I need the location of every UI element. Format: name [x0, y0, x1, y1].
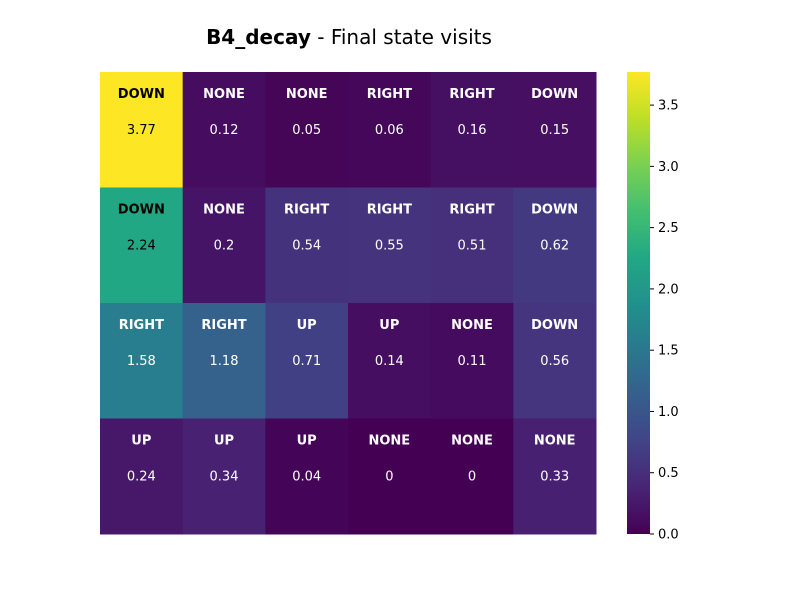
cell-value-label: 0.05 — [292, 123, 321, 138]
cell-action-label: RIGHT — [367, 87, 412, 102]
cell-action-label: DOWN — [531, 203, 578, 218]
cell-value-label: 0.04 — [292, 470, 321, 485]
cell-value-label: 0.14 — [375, 354, 404, 369]
cell-value-label: 0.11 — [458, 354, 487, 369]
cell-value-label: 3.77 — [127, 123, 156, 138]
cell-value-label: 0 — [468, 470, 476, 485]
colorbar-tick-label: 1.5 — [658, 344, 679, 359]
cell-action-label: UP — [297, 434, 317, 449]
cell-value-label: 0 — [385, 470, 393, 485]
cell-action-label: RIGHT — [119, 318, 164, 333]
cell-action-label: RIGHT — [367, 203, 412, 218]
heatmap-cell-r2-c0 — [100, 303, 184, 419]
heatmap-cell-r3-c3 — [348, 418, 432, 535]
heatmap-cell-r1-c3 — [348, 187, 432, 304]
cell-action-label: RIGHT — [284, 203, 329, 218]
heatmap-cell-r3-c4 — [430, 418, 514, 535]
heatmap-cell-r0-c1 — [182, 72, 266, 188]
colorbar-tick-label: 3.5 — [658, 99, 679, 114]
cell-action-label: RIGHT — [449, 203, 494, 218]
chart-title-rest: - Final state visits — [311, 25, 492, 49]
heatmap-cell-r2-c2 — [265, 303, 349, 419]
cell-value-label: 0.55 — [375, 239, 404, 254]
cell-value-label: 0.16 — [458, 123, 487, 138]
heatmap-cell-r3-c1 — [182, 418, 266, 535]
colorbar-tick-label: 3.0 — [658, 160, 679, 175]
heatmap-cell-r0-c2 — [265, 72, 349, 188]
heatmap-cell-r0-c3 — [348, 72, 432, 188]
cell-action-label: NONE — [534, 434, 576, 449]
cell-value-label: 0.15 — [540, 123, 569, 138]
cell-value-label: 0.54 — [292, 239, 321, 254]
chart-title: B4_decay - Final state visits — [206, 25, 492, 49]
heatmap-cells: DOWN 3.77 NONE 0.12 NONE 0.05 RIGHT 0.06 RIGHT 0.… — [100, 72, 597, 535]
cell-action-label: RIGHT — [201, 318, 246, 333]
heatmap-cell-r2-c4 — [430, 303, 514, 419]
cell-action-label: UP — [214, 434, 234, 449]
cell-action-label: UP — [131, 434, 151, 449]
heatmap-cell-r3-c0 — [100, 418, 184, 535]
cell-value-label: 0.12 — [210, 123, 239, 138]
cell-value-label: 2.24 — [127, 239, 156, 254]
cell-action-label: NONE — [286, 87, 328, 102]
cell-value-label: 0.71 — [292, 354, 321, 369]
heatmap-cell-r3-c2 — [265, 418, 349, 535]
heatmap-cell-r0-c4 — [430, 72, 514, 188]
heatmap-cell-r1-c1 — [182, 187, 266, 304]
cell-value-label: 0.06 — [375, 123, 404, 138]
colorbar-tick-label: 2.0 — [658, 282, 679, 297]
cell-action-label: UP — [297, 318, 317, 333]
colorbar-tick-label: 0.5 — [658, 466, 679, 481]
cell-value-label: 0.34 — [210, 470, 239, 485]
colorbar-tick-label: 0.0 — [658, 528, 679, 543]
cell-value-label: 1.18 — [210, 354, 239, 369]
cell-value-label: 0.24 — [127, 470, 156, 485]
cell-action-label: DOWN — [531, 318, 578, 333]
cell-action-label: UP — [379, 318, 399, 333]
heatmap-cell-r1-c4 — [430, 187, 514, 304]
cell-value-label: 1.58 — [127, 354, 156, 369]
cell-value-label: 0.51 — [458, 239, 487, 254]
cell-action-label: DOWN — [118, 203, 165, 218]
cell-value-label: 0.33 — [540, 470, 569, 485]
heatmap-cell-r0-c5 — [513, 72, 597, 188]
colorbar: 0.0 0.5 1.0 1.5 2.0 2.5 3.0 3.5 — [627, 72, 679, 543]
chart-title-bold: B4_decay — [206, 25, 311, 49]
heatmap-cell-r0-c0 — [100, 72, 184, 188]
heatmap-cell-r1-c5 — [513, 187, 597, 304]
cell-action-label: DOWN — [118, 87, 165, 102]
cell-action-label: NONE — [451, 318, 493, 333]
heatmap-cell-r1-c0 — [100, 187, 184, 304]
heatmap-cell-r3-c5 — [513, 418, 597, 535]
cell-action-label: DOWN — [531, 87, 578, 102]
cell-action-label: RIGHT — [449, 87, 494, 102]
colorbar-gradient — [627, 72, 650, 534]
colorbar-tick-label: 2.5 — [658, 221, 679, 236]
cell-value-label: 0.62 — [540, 239, 569, 254]
cell-value-label: 0.56 — [540, 354, 569, 369]
cell-action-label: NONE — [451, 434, 493, 449]
cell-action-label: NONE — [203, 87, 245, 102]
colorbar-ticks: 0.0 0.5 1.0 1.5 2.0 2.5 3.0 3.5 — [650, 99, 679, 543]
cell-action-label: NONE — [203, 203, 245, 218]
cell-value-label: 0.2 — [214, 239, 235, 254]
heatmap-cell-r2-c3 — [348, 303, 432, 419]
heatmap-cell-r2-c5 — [513, 303, 597, 419]
heatmap-cell-r1-c2 — [265, 187, 349, 304]
heatmap-cell-r2-c1 — [182, 303, 266, 419]
cell-action-label: NONE — [368, 434, 410, 449]
colorbar-tick-label: 1.0 — [658, 405, 679, 420]
